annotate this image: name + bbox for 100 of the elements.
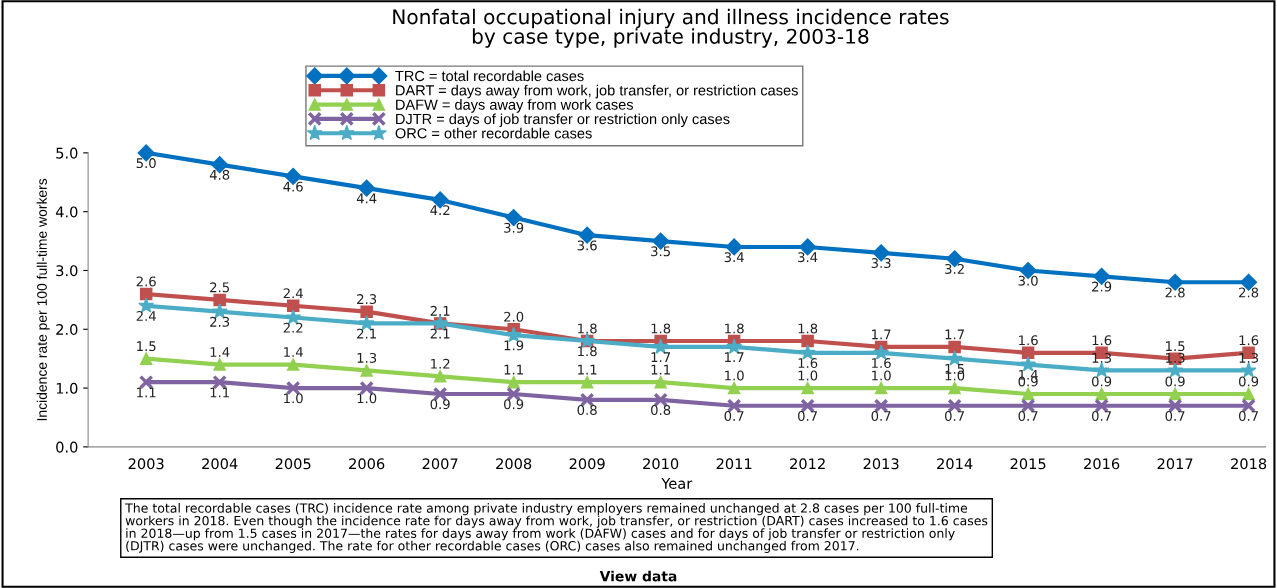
- data-label: 5.0: [136, 158, 156, 169]
- point: [801, 334, 814, 348]
- x-tick-label: 2016: [1084, 458, 1120, 470]
- y-tick-label: 5.0: [56, 147, 78, 159]
- data-label: 1.7: [872, 329, 891, 340]
- data-label: 1.6: [1019, 335, 1038, 346]
- data-label: 1.1: [651, 364, 670, 375]
- point: [507, 375, 520, 389]
- x-tick-label: 2005: [275, 458, 311, 470]
- data-label: 3.3: [871, 258, 891, 269]
- data-label: 2.0: [504, 311, 524, 322]
- data-label: 0.7: [1238, 410, 1258, 421]
- y-axis-title: Incidence rate per 100 full-time workers: [36, 178, 50, 421]
- data-label: 1.0: [798, 370, 818, 381]
- data-label: 3.4: [724, 252, 744, 263]
- data-label: 1.5: [137, 341, 156, 352]
- data-label: 0.9: [1238, 376, 1259, 387]
- data-label: 4.6: [283, 181, 303, 192]
- x-tick-label: 2012: [790, 458, 825, 470]
- point: [139, 287, 153, 301]
- point: [801, 381, 814, 395]
- data-label: 4.2: [430, 205, 450, 215]
- data-label: 1.1: [504, 364, 523, 375]
- data-label: 1.6: [1239, 335, 1259, 346]
- x-tick-label: 2015: [1010, 458, 1046, 470]
- x-tick-label: 2010: [643, 458, 679, 470]
- data-label: 2.2: [283, 322, 303, 333]
- data-label: 1.6: [798, 358, 818, 369]
- point: [1242, 387, 1255, 401]
- data-label: 1.7: [651, 352, 671, 362]
- x-tick-label: 2008: [496, 458, 532, 470]
- data-label: 1.5: [1166, 341, 1185, 352]
- data-label: 3.6: [577, 240, 597, 251]
- point: [286, 299, 300, 313]
- data-label: 3.2: [945, 263, 964, 274]
- data-label: 2.1: [430, 328, 450, 339]
- data-label: 0.7: [871, 410, 891, 421]
- x-axis-title: Year: [661, 478, 693, 489]
- data-label: 1.8: [578, 346, 597, 357]
- data-label: 1.8: [651, 323, 671, 334]
- data-label: 1.1: [210, 387, 229, 398]
- data-label: 1.7: [945, 329, 964, 340]
- point: [360, 305, 373, 318]
- data-label: 1.6: [872, 358, 891, 369]
- x-tick-label: 2006: [349, 458, 385, 470]
- data-label: 2.5: [210, 282, 230, 293]
- data-label: 1.8: [725, 323, 744, 334]
- x-tick-label: 2018: [1231, 458, 1267, 470]
- x-tick-label: 2004: [202, 458, 238, 470]
- data-label: 2.4: [283, 288, 303, 299]
- point: [213, 358, 226, 371]
- x-tick-label: 2017: [1157, 458, 1193, 470]
- data-label: 1.1: [137, 387, 156, 398]
- point: [874, 381, 888, 395]
- data-label: 0.9: [1165, 376, 1185, 387]
- data-label: 3.0: [1018, 275, 1038, 286]
- legend-label: DJTR = days of job transfer or restriction only cases: [396, 113, 730, 128]
- point: [286, 358, 300, 371]
- x-tick-label: 2003: [128, 458, 164, 470]
- y-tick-label: 1.0: [56, 382, 78, 394]
- data-label: 0.7: [798, 410, 817, 421]
- data-label: 1.9: [504, 340, 524, 351]
- x-tick-label: 2009: [569, 458, 605, 470]
- data-label: 0.7: [945, 410, 964, 421]
- point: [139, 352, 153, 365]
- data-label: 1.7: [725, 352, 744, 362]
- text: View data: [599, 570, 677, 582]
- x-tick-label: 2011: [716, 458, 752, 470]
- legend-label: TRC = total recordable cases: [395, 70, 584, 82]
- data-label: 0.8: [577, 405, 597, 416]
- data-label: 3.5: [651, 246, 670, 257]
- text: The total recordable cases (TRC) incidence rate among private industry employers remained unchanged at 2.8 cases per 100 full-time workers in 2018. Even though the incidence rate for days away from work, job transfer, or restriction (DART) cases increased to 1.6 cases in 2018—up from 1.5 cases in 2017—the rates for days away from work (DAFW) cases and for days of job transfer or restriction only (DJTR) cases were unchanged. The rate for other recordable cases (ORC) cases also remained unchanged from 2017.: [125, 503, 988, 553]
- data-label: 1.4: [284, 347, 303, 357]
- data-label: 1.0: [725, 370, 744, 381]
- point: [1021, 387, 1035, 401]
- data-label: 4.4: [356, 193, 377, 204]
- data-label: 1.8: [578, 323, 597, 334]
- data-label: 2.4: [136, 310, 156, 321]
- data-label: 0.9: [1091, 376, 1112, 387]
- data-label: 2.1: [357, 328, 376, 339]
- y-tick-label: 3.0: [56, 265, 78, 277]
- point: [213, 293, 226, 307]
- data-label: 2.8: [1165, 287, 1185, 298]
- data-label: 0.8: [651, 405, 671, 416]
- data-label: 3.4: [798, 252, 818, 263]
- data-label: 0.7: [1165, 410, 1185, 421]
- data-label: 2.8: [1239, 287, 1259, 298]
- data-label: 2.3: [357, 294, 377, 305]
- point: [1168, 387, 1182, 401]
- data-label: 1.0: [284, 393, 303, 404]
- data-label: 1.0: [872, 370, 891, 381]
- data-label: 1.2: [431, 358, 450, 369]
- data-label: 0.7: [1091, 410, 1111, 421]
- data-label: 0.9: [430, 399, 450, 410]
- data-label: 1.4: [210, 347, 230, 357]
- point: [948, 381, 961, 395]
- legend-label: DART = days away from work, job transfer, or restriction cases: [396, 84, 798, 99]
- y-tick-label: 0.0: [56, 441, 78, 453]
- point: [727, 381, 741, 395]
- data-label: 0.9: [504, 399, 524, 410]
